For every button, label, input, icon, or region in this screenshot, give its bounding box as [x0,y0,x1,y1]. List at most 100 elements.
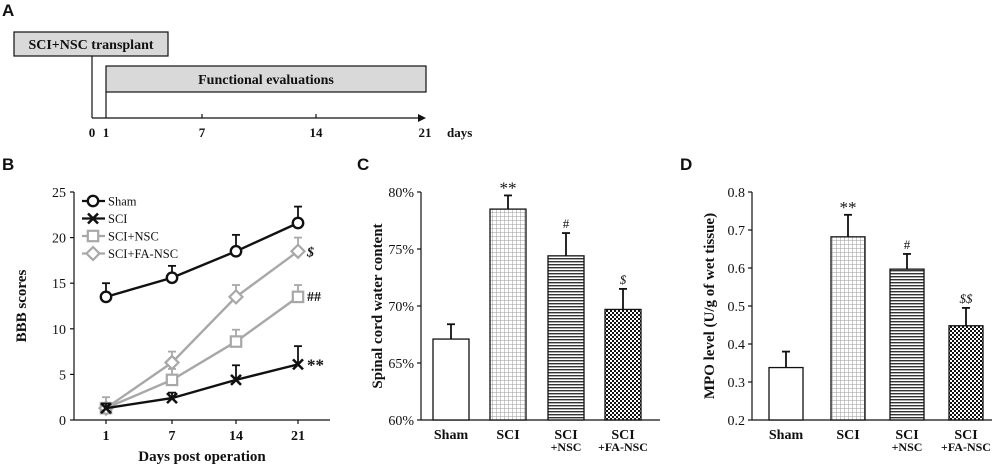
mpo-bar-chart: 0.20.30.40.50.60.70.8Sham**SCI#SCI+NSC$$… [702,186,992,454]
d-y-tick-label: 0.3 [728,376,746,391]
b-x-axis-title: Days post operation [138,449,266,465]
bar [547,255,585,421]
x-category-label: SCI [554,428,577,443]
d-y-tick-label: 0.2 [728,414,746,429]
panel-letter-b: B [2,155,14,174]
x-category-label: SCI [954,428,977,443]
d-y-tick-label: 0.8 [728,186,746,201]
significance-annotation: ** [307,355,324,374]
d-y-tick-label: 0.6 [728,262,746,277]
panel-b: B 0 5 10 15 20 25 1 7 14 21 Days post operation BBB… [2,155,330,465]
data-point [291,216,305,230]
data-point [166,392,178,405]
transplant-box [13,31,169,57]
bar [604,308,642,421]
c-y-tick-label: 70% [388,300,414,315]
c-y-tick-label: 60% [388,414,414,429]
legend-marker [84,245,102,262]
bar [489,208,527,421]
panel-letter-a: A [2,1,14,20]
d-y-tick-label: 0.5 [728,300,746,315]
bar [432,338,470,421]
legend-marker [86,229,100,243]
d-y-tick-label: 0.4 [728,338,746,353]
bbb-line-chart: 0 5 10 15 20 25 1 7 14 21 Days post operation BBB s… [14,186,330,465]
timeline-unit: days [447,125,472,140]
series-line [105,363,299,410]
b-y-tick-label: 5 [59,368,66,383]
legend-label: SCI+NSC [108,230,159,244]
significance-annotation: $$ [960,291,974,306]
functional-label: Functional evaluations [198,73,334,88]
b-x-tick-label: 1 [103,429,110,444]
b-y-tick-label: 15 [52,277,66,292]
b-y-tick-label: 20 [52,232,66,247]
x-category-label: +NSC [892,440,923,454]
panel-a: A SCI+NSC transplant Functional evaluati… [2,1,472,140]
series-sci: ** [100,345,324,415]
legend-item: SCI+NSC [82,230,159,244]
x-category-label: SCI [836,428,859,443]
b-y-tick-label: 0 [59,414,66,429]
x-category-label: SCI [611,428,634,443]
data-point-stroke [292,358,304,371]
c-y-tick-label: 75% [388,243,414,258]
b-legend: Sham SCI SCI+NSC SCI+FA-NSC [82,195,178,262]
c-y-tick-label: 65% [388,357,414,372]
significance-annotation: ## [307,290,321,305]
b-x-tick-label: 21 [291,429,305,444]
legend-item: SCI+FA-NSC [82,245,178,262]
bar [948,325,984,421]
x-category-label: SCI [895,428,918,443]
panel-d: D 0.20.30.40.50.60.70.8Sham**SCI#SCI+NSC… [680,155,992,454]
timeline-arrow [418,114,426,122]
data-point [229,244,243,258]
significance-annotation: ** [840,198,857,217]
data-point [292,358,304,371]
legend-label: Sham [108,195,137,209]
bar [830,236,866,421]
panel-letter-d: D [680,155,692,174]
timeline-label-14: 14 [310,125,324,140]
significance-annotation: # [904,237,911,252]
legend-label: SCI [108,212,127,226]
data-point-stroke [166,392,178,405]
functional-box [105,65,427,93]
x-category-label: +FA-NSC [941,440,991,454]
b-y-tick-label: 10 [52,323,66,338]
x-category-label: Sham [769,428,804,443]
b-x-tick-label: 14 [229,429,243,444]
legend-item: Sham [82,195,137,209]
panel-letter-c: C [357,155,369,174]
b-y-axis-title: BBB scores [14,270,30,343]
timeline-label-1: 1 [103,125,110,140]
water-content-bar-chart: 60%65%70%75%80%Sham**SCI#SCI+NSC$SCI+FA-… [370,178,660,454]
data-point [100,402,112,415]
data-point [165,271,179,285]
x-category-label: Sham [434,428,469,443]
data-point [230,373,242,386]
legend-label: SCI+FA-NSC [108,247,178,261]
bar [889,268,925,421]
data-point [291,290,305,304]
data-point-stroke [230,373,242,386]
legend-marker-stroke [87,212,99,225]
data-point [229,335,243,348]
data-point [165,373,179,387]
series-line [105,295,299,410]
panel-c: C 60%65%70%75%80%Sham**SCI#SCI+NSC$SCI+F… [357,155,660,454]
timeline-label-21: 21 [419,125,432,140]
data-point [227,288,245,305]
x-category-label: +FA-NSC [598,440,648,454]
d-y-axis-title: MPO level (U/g of wet tissue) [702,213,718,399]
b-y-tick-label: 25 [52,186,66,201]
d-y-tick-label: 0.7 [728,224,746,239]
significance-annotation: # [563,216,570,231]
data-point [289,243,307,260]
series-line [105,221,299,299]
c-y-tick-label: 80% [388,186,414,201]
legend-item: SCI [82,212,127,226]
legend-marker [87,212,99,225]
b-x-tick-label: 7 [169,429,176,444]
